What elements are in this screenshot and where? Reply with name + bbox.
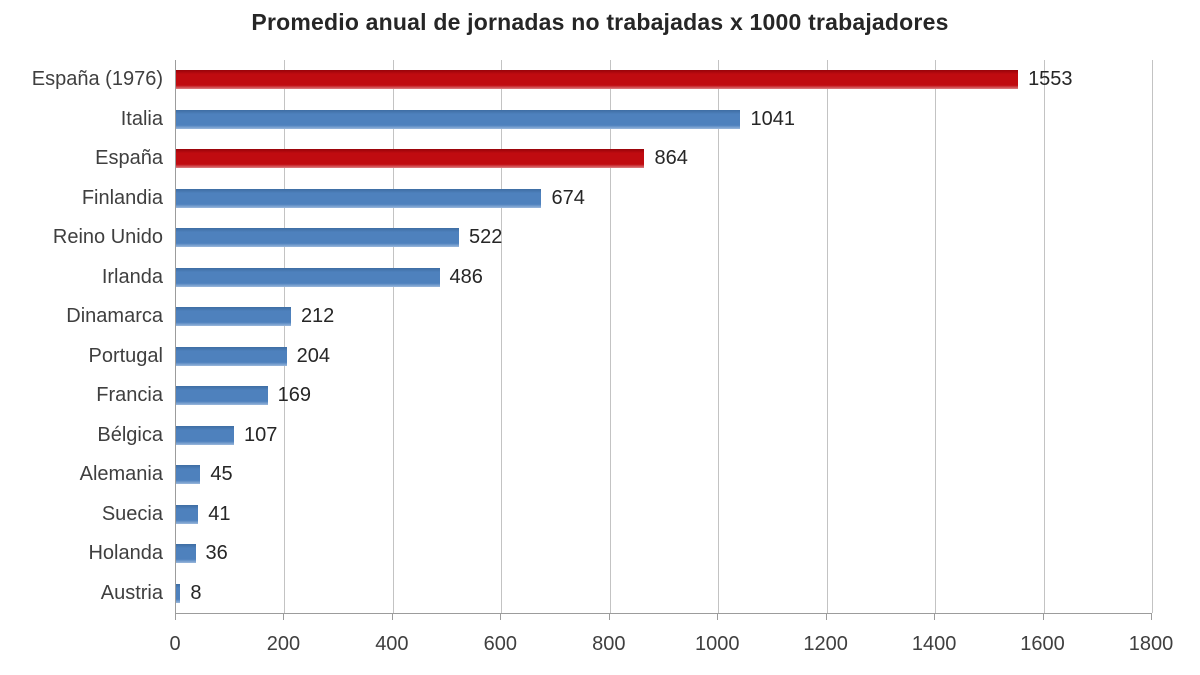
bar-value-label: 169 xyxy=(277,384,311,407)
category-label: España (1976) xyxy=(31,68,163,91)
tick-mark xyxy=(175,614,176,620)
gridline xyxy=(935,60,937,613)
x-tick-label: 1600 xyxy=(1020,633,1065,655)
bar xyxy=(176,504,199,524)
gridline xyxy=(392,60,394,613)
tick-mark xyxy=(934,614,936,620)
tick-mark xyxy=(717,614,719,620)
bar-row: 107 xyxy=(176,416,1152,456)
x-axis-tick-marks xyxy=(175,614,1152,620)
bar-value-label: 864 xyxy=(654,147,688,170)
x-tick-label: 1000 xyxy=(694,633,740,655)
x-tick-label: 1200 xyxy=(803,633,848,655)
tick-mark xyxy=(608,614,610,620)
tick-mark xyxy=(825,614,827,620)
gridline xyxy=(1043,60,1045,613)
x-tick-label: 200 xyxy=(266,633,301,655)
bar xyxy=(176,228,460,248)
category-label: España xyxy=(95,147,163,170)
x-tick-label: 1800 xyxy=(1128,633,1174,655)
category-axis: España (1976) Italia España Finlandia Reino … xyxy=(0,60,163,613)
category-label: Portugal xyxy=(88,344,164,367)
x-tick-label: 800 xyxy=(592,633,626,655)
category-label: Reino Unido xyxy=(52,226,163,249)
gridline xyxy=(1152,60,1153,613)
bar xyxy=(176,70,1019,90)
bar-row: 36 xyxy=(176,534,1152,574)
bar-row: 674 xyxy=(176,179,1152,219)
bar-value-label: 8 xyxy=(190,581,202,604)
category-label: Suecia xyxy=(101,502,163,525)
bar-value-label: 45 xyxy=(210,463,233,486)
category-label: Francia xyxy=(96,384,163,407)
x-tick-label: 1400 xyxy=(911,633,957,655)
gridline xyxy=(501,60,503,613)
bar-row: 45 xyxy=(176,455,1152,495)
bar-row: 41 xyxy=(176,495,1152,535)
bar-row: 864 xyxy=(176,139,1152,179)
bar-row: 212 xyxy=(176,297,1152,337)
bar-row: 204 xyxy=(176,337,1152,377)
gridline xyxy=(609,60,611,613)
category-label: Bélgica xyxy=(97,423,163,446)
bar-value-label: 212 xyxy=(300,305,335,328)
category-label: Irlanda xyxy=(101,265,163,288)
tick-mark xyxy=(391,614,393,620)
category-label: Alemania xyxy=(79,463,163,486)
bar xyxy=(176,583,181,603)
bar-value-label: 36 xyxy=(205,542,228,565)
bar-row: 522 xyxy=(176,218,1152,258)
bar xyxy=(176,425,235,445)
bar-row: 486 xyxy=(176,258,1152,298)
gridline xyxy=(826,60,828,613)
bar-value-label: 486 xyxy=(449,265,483,288)
category-label: Finlandia xyxy=(81,186,163,209)
bar-value-label: 522 xyxy=(469,226,503,249)
bar-value-label: 674 xyxy=(551,186,585,209)
bar-row: 1553 xyxy=(176,60,1152,100)
bar xyxy=(176,307,291,327)
bar-row: 1041 xyxy=(176,100,1152,140)
tick-mark xyxy=(283,614,285,620)
category-label: Dinamarca xyxy=(66,305,163,328)
bar xyxy=(176,267,440,287)
bar xyxy=(176,465,201,485)
category-label: Italia xyxy=(120,107,163,130)
bar xyxy=(176,386,268,406)
bar-value-label: 41 xyxy=(208,502,231,525)
tick-mark xyxy=(1042,614,1044,620)
bar xyxy=(176,544,196,564)
plot-area: 1553 1041 864 674 522 486 212 204 169 107 45 41 36 8 xyxy=(175,60,1153,614)
bar-row: 8 xyxy=(176,574,1152,614)
tick-mark xyxy=(500,614,502,620)
chart-title: Promedio anual de jornadas no trabajadas… xyxy=(251,9,949,35)
x-tick-label: 600 xyxy=(483,633,518,655)
x-tick-label: 0 xyxy=(169,633,181,655)
bar xyxy=(176,188,542,208)
bar-value-label: 107 xyxy=(244,423,278,446)
bar xyxy=(176,149,645,169)
gridline xyxy=(284,60,286,613)
x-axis-tick-labels: 0 200 400 600 800 1000 1200 1400 1600 1800 xyxy=(169,633,1173,663)
category-label: Holanda xyxy=(88,542,163,565)
bar xyxy=(176,109,741,129)
bar-row: 169 xyxy=(176,376,1152,416)
bar xyxy=(176,346,287,366)
x-tick-label: 400 xyxy=(375,633,409,655)
bar-value-label: 1041 xyxy=(750,107,795,130)
gridline xyxy=(718,60,720,613)
bar-value-label: 1553 xyxy=(1028,68,1073,91)
tick-mark xyxy=(1151,614,1152,620)
bar-value-label: 204 xyxy=(296,344,330,367)
category-label: Austria xyxy=(100,581,163,604)
